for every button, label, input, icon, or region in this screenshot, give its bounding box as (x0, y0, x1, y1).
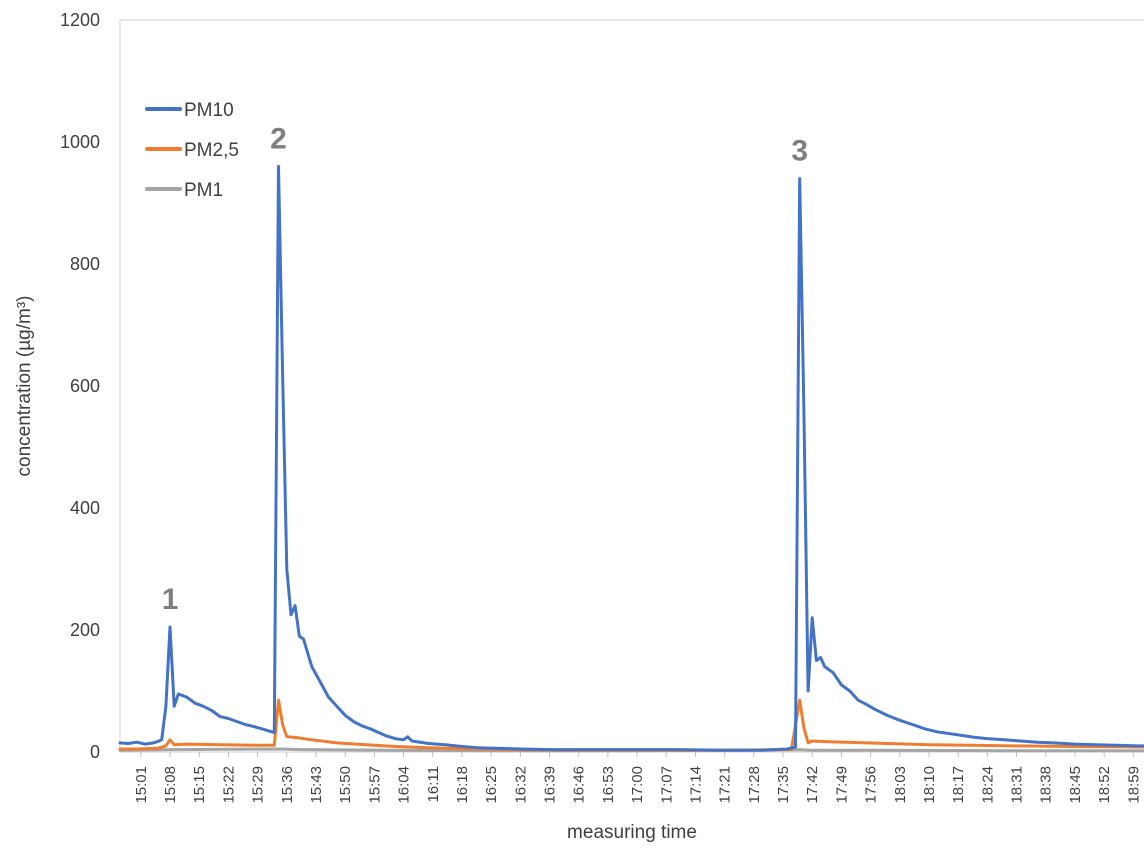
y-tick-label: 1200 (60, 10, 100, 30)
x-axis: 15:01 15:08 15:15 15:22 15:29 15:36 15:43 15:50… (133, 752, 1142, 804)
x-tick-label: 17:28 (746, 766, 763, 804)
x-tick-label: 15:29 (250, 766, 267, 804)
y-tick-label: 600 (70, 376, 100, 396)
series-layer (118, 164, 1144, 753)
x-tick-label: 17:00 (629, 766, 646, 804)
x-tick-label: 15:43 (308, 766, 325, 804)
legend-label: PM10 (184, 100, 234, 121)
x-tick-label: 16:25 (483, 766, 500, 804)
x-tick-label: 18:24 (979, 766, 996, 804)
series-line-1 (118, 698, 1144, 752)
x-tick-label: 16:32 (512, 766, 529, 804)
y-tick-label: 800 (70, 254, 100, 274)
x-tick-label: 17:21 (717, 766, 734, 804)
x-tick-label: 18:45 (1067, 766, 1084, 804)
y-axis: 0 200 400 600 800 1000 1200 (60, 10, 100, 762)
legend-label: PM2,5 (184, 140, 239, 161)
x-tick-label: 17:49 (833, 766, 850, 804)
x-tick-label: 17:14 (687, 766, 704, 804)
x-tick-label: 15:15 (191, 766, 208, 804)
x-tick-label: 18:10 (921, 766, 938, 804)
x-tick-label: 16:04 (396, 766, 413, 804)
x-tick-label: 15:01 (133, 766, 150, 804)
x-tick-label: 18:52 (1096, 766, 1113, 804)
x-tick-label: 16:46 (571, 766, 588, 804)
x-tick-label: 16:11 (425, 766, 442, 802)
x-tick-label: 16:18 (454, 766, 471, 804)
x-tick-label: 17:35 (775, 766, 792, 804)
x-tick-label: 17:07 (658, 766, 675, 804)
series-line-0 (118, 164, 1144, 752)
y-tick-label: 0 (90, 742, 100, 762)
annotations: 1 2 3 (162, 122, 808, 616)
x-tick-label: 15:50 (337, 766, 354, 804)
x-tick-label: 17:56 (863, 766, 880, 804)
y-tick-label: 200 (70, 620, 100, 640)
x-tick-label: 18:17 (950, 766, 967, 804)
legend-label: PM1 (184, 180, 223, 201)
x-tick-label: 17:42 (804, 766, 821, 804)
y-axis-title: concentration (µg/m³) (14, 296, 35, 477)
x-tick-label: 18:38 (1038, 766, 1055, 804)
peak-annotation: 1 (162, 583, 179, 616)
legend: PM10 PM2,5 PM1 (145, 100, 239, 201)
peak-annotation: 3 (791, 135, 808, 168)
peak-annotation: 2 (270, 122, 287, 155)
x-axis-title: measuring time (567, 822, 697, 843)
x-tick-label: 18:31 (1009, 766, 1026, 804)
x-tick-label: 16:39 (542, 766, 559, 804)
x-tick-label: 16:53 (600, 766, 617, 804)
x-tick-label: 15:57 (366, 766, 383, 804)
x-tick-label: 18:59 (1125, 766, 1142, 804)
x-tick-label: 18:03 (892, 766, 909, 804)
x-tick-label: 15:22 (220, 766, 237, 804)
y-tick-label: 400 (70, 498, 100, 518)
y-tick-label: 1000 (60, 132, 100, 152)
x-tick-label: 15:08 (162, 766, 179, 804)
x-tick-label: 15:36 (279, 766, 296, 804)
